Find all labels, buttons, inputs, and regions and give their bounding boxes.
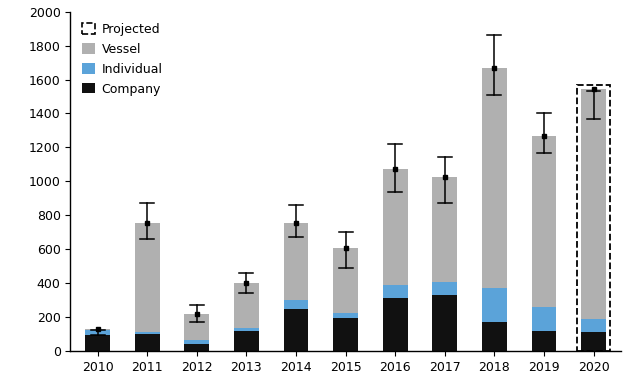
Bar [234, 283, 259, 328]
Bar [482, 68, 507, 288]
Bar [581, 319, 606, 332]
Bar [85, 335, 110, 351]
Bar [184, 344, 209, 351]
Bar [433, 177, 457, 282]
Bar [532, 136, 556, 307]
Legend: Projected, Vessel, Individual, Company: Projected, Vessel, Individual, Company [77, 18, 168, 101]
Bar [234, 328, 259, 332]
Bar [135, 332, 159, 334]
Bar [333, 318, 358, 351]
Bar [184, 314, 209, 340]
Bar [135, 334, 159, 351]
Bar [135, 223, 159, 332]
Bar [577, 85, 610, 351]
Bar [383, 285, 408, 298]
Bar [383, 298, 408, 351]
Bar [234, 332, 259, 351]
Bar [284, 223, 308, 300]
Bar [482, 288, 507, 322]
Bar [383, 170, 408, 285]
Bar [482, 322, 507, 351]
Bar [433, 295, 457, 351]
Bar [581, 89, 606, 319]
Bar [85, 330, 110, 335]
Bar [184, 340, 209, 344]
Bar [284, 308, 308, 351]
Bar [333, 248, 358, 313]
Bar [433, 282, 457, 295]
Bar [532, 331, 556, 351]
Bar [85, 329, 110, 330]
Bar [532, 307, 556, 331]
Bar [284, 300, 308, 308]
Bar [333, 313, 358, 318]
Bar [581, 332, 606, 351]
